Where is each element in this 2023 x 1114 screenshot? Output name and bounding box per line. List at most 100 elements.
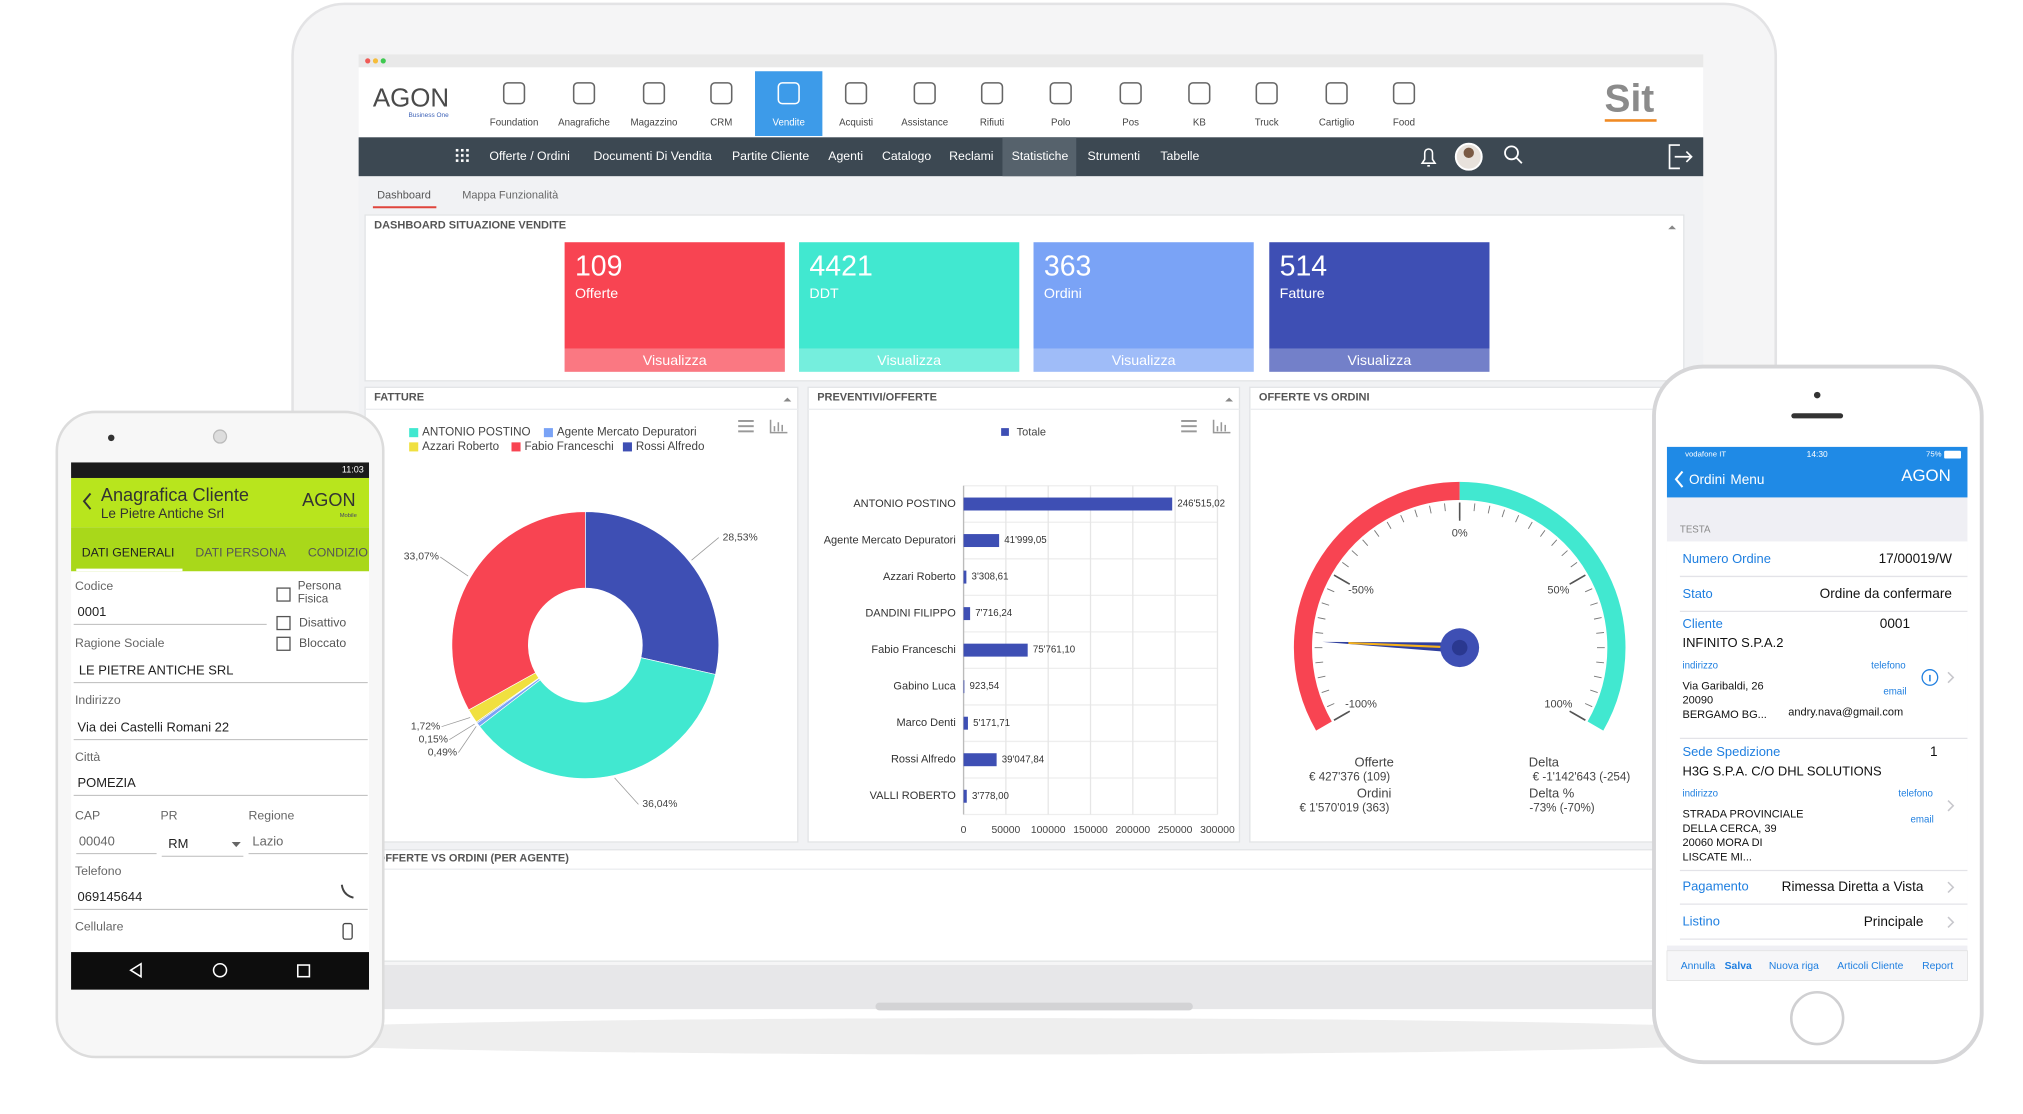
bell-icon[interactable]	[1420, 148, 1437, 167]
field-caption: email	[1911, 815, 1934, 826]
module-label[interactable]: Magazzino	[631, 118, 678, 129]
menu-item[interactable]: Statistiche	[1012, 149, 1069, 163]
shadow	[182, 1018, 1841, 1055]
nav-menu[interactable]: Menu	[1730, 472, 1764, 487]
row-label[interactable]: Stato	[1682, 586, 1712, 601]
chevron	[1947, 799, 1955, 812]
nav-recent[interactable]	[296, 964, 311, 978]
y-tick-label: Fabio Franceschi	[871, 644, 955, 656]
row-label[interactable]: Cliente	[1682, 616, 1722, 631]
gauge-minor-tick	[1527, 521, 1533, 529]
row-label[interactable]: Numero Ordine	[1682, 551, 1770, 566]
field-label: Città	[75, 750, 100, 764]
gauge-tick	[1569, 574, 1586, 585]
module-label[interactable]: Anagrafiche	[558, 118, 610, 129]
menu-item[interactable]: Catalogo	[882, 149, 931, 163]
search-icon[interactable]	[1504, 145, 1519, 161]
toolbar-button[interactable]: Articoli Cliente	[1837, 961, 1903, 972]
row-value: Principale	[1864, 914, 1924, 929]
toolbar-button[interactable]: Annulla	[1681, 961, 1716, 972]
gauge-minor-tick	[1429, 505, 1432, 514]
leader-line	[441, 717, 471, 728]
logo: AGON	[302, 490, 355, 510]
row-label[interactable]: Listino	[1682, 914, 1719, 929]
tile-value: 514	[1280, 251, 1328, 283]
module-label[interactable]: Assistance	[901, 118, 948, 129]
home-button[interactable]	[1790, 990, 1845, 1046]
laptop-notch	[875, 1002, 1193, 1011]
menu-item[interactable]: Partite Cliente	[732, 149, 809, 163]
avatar-head	[1463, 147, 1474, 159]
gauge-minor-tick	[1444, 503, 1446, 512]
y-tick-label: Agente Mercato Depuratori	[824, 534, 956, 546]
module-label[interactable]: Pos	[1122, 118, 1139, 129]
menu-item[interactable]: Strumenti	[1088, 149, 1141, 163]
tile[interactable]	[1033, 242, 1254, 372]
nav-back[interactable]	[129, 962, 142, 979]
menu-item[interactable]: Reclami	[949, 149, 993, 163]
module-icon	[710, 82, 733, 105]
menu-item[interactable]: Agenti	[828, 149, 863, 163]
module-label[interactable]: Cartiglio	[1319, 118, 1355, 129]
legend-swatch	[622, 442, 632, 452]
field-value: Via dei Castelli Romani 22	[78, 719, 230, 734]
tab[interactable]: Dashboard	[377, 190, 431, 202]
field-label: Ragione Sociale	[75, 636, 165, 650]
field-value: RM	[168, 836, 188, 851]
toolbar-button[interactable]: Nuova riga	[1769, 961, 1819, 972]
tile[interactable]	[564, 242, 785, 372]
row-label[interactable]: Sede Spedizione	[1682, 744, 1780, 759]
gauge-band	[1293, 481, 1460, 731]
y-tick-label: Marco Denti	[897, 717, 956, 729]
checkbox[interactable]	[276, 636, 291, 651]
checkbox[interactable]	[276, 615, 291, 631]
module-label[interactable]: KB	[1193, 118, 1206, 129]
tab[interactable]: DATI GENERALI	[82, 545, 175, 559]
tab[interactable]: CONDIZIO	[308, 545, 368, 559]
checkbox[interactable]	[276, 587, 291, 602]
bar	[963, 607, 971, 621]
info-icon[interactable]	[1921, 669, 1939, 686]
gauge-minor-tick	[1584, 703, 1593, 708]
nav-home[interactable]	[212, 962, 228, 978]
module-label[interactable]: Acquisti	[839, 118, 873, 129]
module-icon	[1119, 82, 1142, 105]
row-label[interactable]: Pagamento	[1682, 879, 1748, 894]
data-label: 3'308,61	[972, 572, 1009, 583]
grid-icon-dot	[466, 148, 469, 152]
module-label[interactable]: Foundation	[490, 118, 539, 129]
exit-icon[interactable]	[1668, 144, 1693, 170]
back-arrow[interactable]	[1674, 470, 1684, 488]
x-tick-label: 150000	[1073, 825, 1108, 836]
module-label[interactable]: Polo	[1051, 118, 1070, 129]
grid-icon-dot	[455, 159, 459, 162]
legend-swatch	[543, 428, 553, 438]
gauge-minor-tick	[1317, 675, 1326, 679]
module-label[interactable]: Truck	[1255, 118, 1279, 129]
tile-value: 4421	[809, 251, 872, 283]
module-label[interactable]: Vendite	[773, 118, 805, 129]
tab[interactable]: Mappa Funzionalità	[462, 190, 559, 202]
tab[interactable]: DATI PERSONA	[195, 545, 286, 559]
nav-back[interactable]: Ordini	[1689, 472, 1725, 487]
toolbar-button[interactable]: Report	[1922, 961, 1953, 972]
data-label: 923,54	[970, 681, 1000, 692]
menu-item[interactable]: Tabelle	[1160, 149, 1199, 163]
leader-line	[440, 556, 469, 577]
back-arrow[interactable]	[82, 492, 92, 510]
gauge-tick-label: 50%	[1547, 585, 1569, 597]
module-icon	[1392, 82, 1416, 105]
x-tick-label: 50000	[991, 825, 1020, 836]
module-label[interactable]: Rifiuti	[980, 118, 1004, 129]
y-tick-label: Azzari Roberto	[883, 571, 956, 583]
module-label[interactable]: CRM	[710, 118, 732, 129]
tile[interactable]	[799, 242, 1020, 372]
chevron	[1947, 881, 1955, 894]
tile[interactable]	[1269, 242, 1490, 372]
menu-item[interactable]: Documenti Di Vendita	[594, 149, 712, 163]
stat-label: Offerte	[1355, 754, 1394, 769]
module-label[interactable]: Food	[1393, 118, 1415, 129]
logo-tagline: Business One	[408, 112, 449, 119]
toolbar-button[interactable]: Salva	[1725, 961, 1752, 972]
menu-item[interactable]: Offerte / Ordini	[489, 149, 569, 163]
